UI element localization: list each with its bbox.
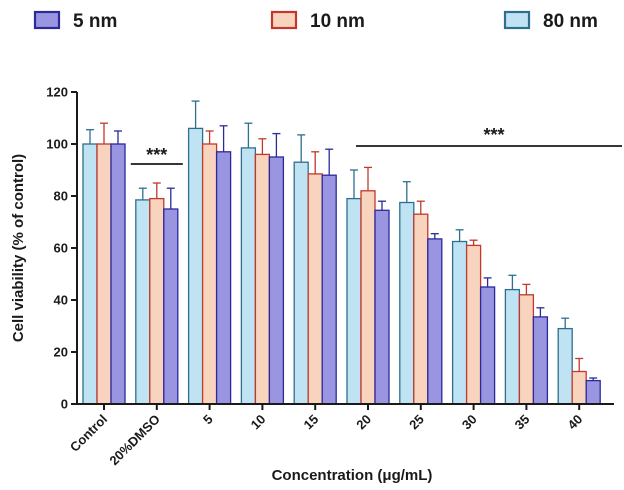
bar-10-nm-20 [360,190,376,405]
bar-10-nm-40 [571,370,587,405]
significance-stars-dmso: *** [146,145,167,165]
bar-80-nm-25 [399,201,415,405]
bar-5-nm-15 [321,174,337,405]
y-tick-label-100: 100 [46,137,68,152]
y-tick-label-0: 0 [61,397,68,412]
x-tick-label-30: 30 [459,412,480,433]
x-tick-label-35: 35 [512,412,533,433]
bar-5-nm-40 [585,379,601,405]
bar-80-nm-40 [557,327,573,405]
y-tick-label-40: 40 [54,293,68,308]
bar-80-nm-5 [187,127,204,405]
legend-swatch-10-nm [270,10,298,30]
bar-10-nm-25 [413,213,429,405]
bar-80-nm-35 [504,288,521,405]
y-tick-label-20: 20 [54,345,68,360]
y-tick-label-120: 120 [46,85,68,100]
bar-5-nm-35 [532,316,549,405]
legend-label-5-nm: 5 nm [73,11,117,32]
legend-label-80-nm: 80 nm [543,11,598,32]
significance-annotations: *** *** [130,125,622,165]
bar-10-nm-10 [254,153,271,405]
x-tick-label-control: Control [67,412,110,455]
bar-80-nm-20 [346,197,362,405]
legend: 5 nm 10 nm 80 nm [33,10,598,32]
bar-5-nm-30 [479,286,496,405]
y-tick-label-80: 80 [54,189,68,204]
legend-swatch-80-nm [503,10,531,30]
bar-80-nm-15 [293,161,309,405]
bars-group [82,127,601,405]
bar-10-nm-control [96,143,112,405]
bar-5-nm-10 [268,156,285,405]
x-axis-label: Concentration (μg/mL) [272,467,433,484]
y-axis-label: Cell viability (% of control) [10,154,27,342]
x-tick-label-10: 10 [248,412,269,433]
error-bars-group [86,100,598,381]
bar-80-nm-30 [451,240,468,405]
bar-5-nm-20-dmso [163,208,179,405]
bar-5-nm-20 [374,209,390,405]
bar-10-nm-5 [201,143,218,405]
bar-80-nm-10 [240,147,257,405]
x-tick-label-15: 15 [300,412,321,433]
bar-80-nm-control [82,143,98,405]
bar-5-nm-25 [427,238,443,405]
legend-label-10-nm: 10 nm [310,11,365,32]
x-tick-label-25: 25 [406,412,427,433]
bar-10-nm-30 [465,244,482,405]
x-tick-label-40: 40 [564,412,585,433]
legend-swatch-5-nm [33,10,61,30]
bar-10-nm-15 [307,173,323,405]
bar-5-nm-5 [215,151,232,405]
bar-10-nm-20-dmso [149,197,165,405]
bar-5-nm-control [110,143,126,405]
x-tick-label-20-dmso: 20%DMSO [106,412,163,469]
x-tick-label-20: 20 [353,412,374,433]
bar-10-nm-35 [518,294,535,405]
significance-stars-20-40: *** [483,125,504,145]
y-tick-label-60: 60 [54,241,68,256]
x-tick-label-5: 5 [200,412,216,428]
bar-80-nm-20-dmso [135,199,151,405]
